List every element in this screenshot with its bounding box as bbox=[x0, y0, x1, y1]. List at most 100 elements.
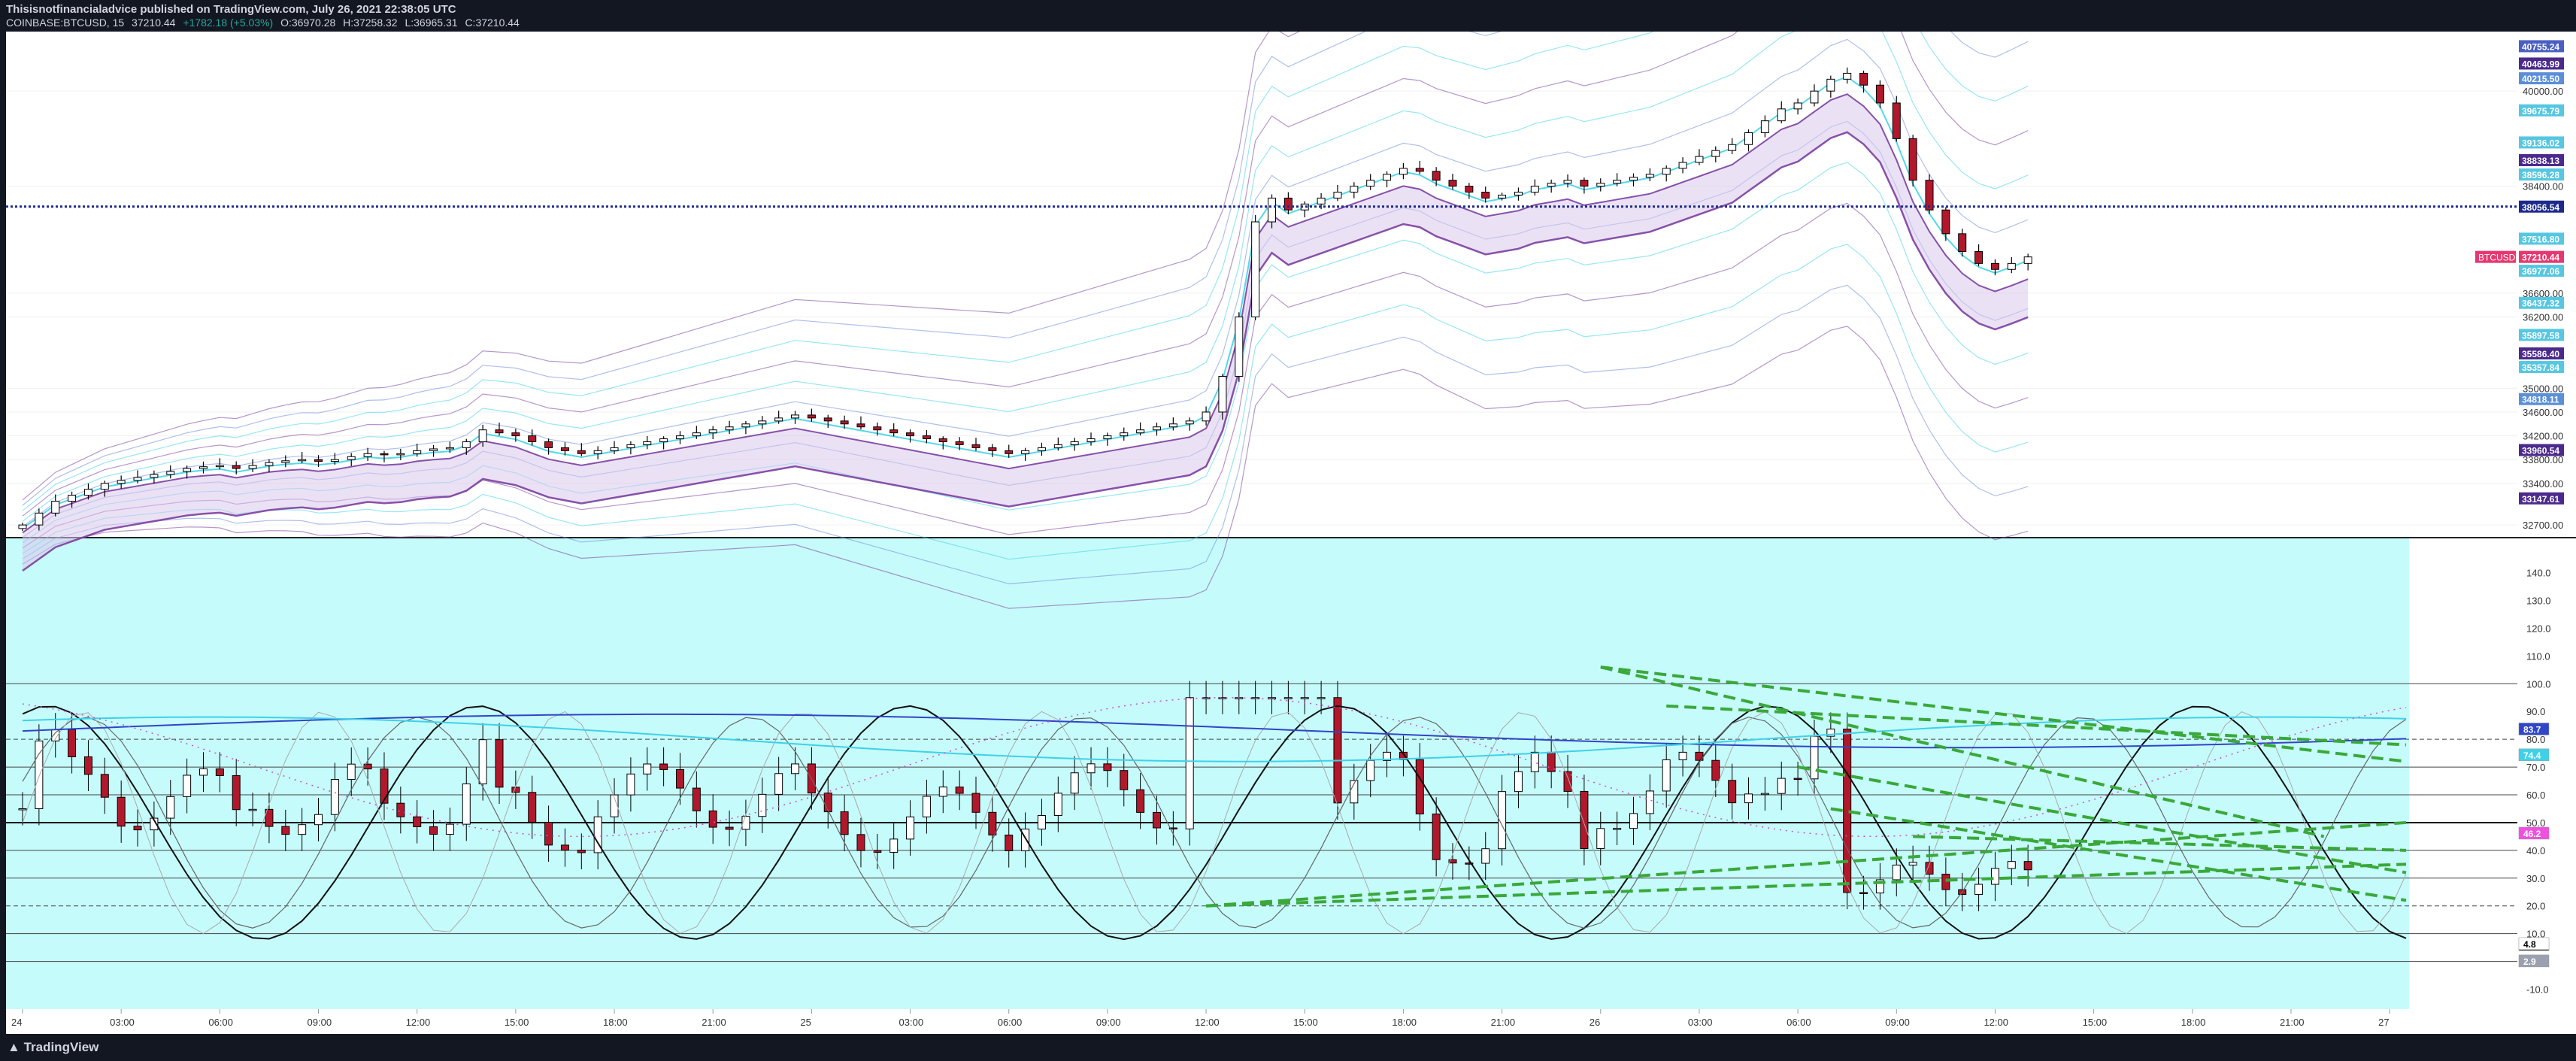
price-label-bg bbox=[2519, 492, 2564, 505]
price-candle bbox=[1235, 316, 1244, 377]
price-label: 35586.40 bbox=[2522, 349, 2559, 359]
time-axis-tick: 27 bbox=[2378, 1017, 2389, 1028]
price-candle bbox=[856, 423, 865, 428]
price-candle bbox=[1251, 221, 1260, 317]
price-candle bbox=[2023, 256, 2032, 264]
price-axis-tick: 36200.00 bbox=[2523, 311, 2563, 323]
price-candle bbox=[1760, 120, 1769, 133]
price-candle bbox=[1448, 180, 1457, 187]
osc-candle bbox=[610, 794, 619, 817]
price-candle bbox=[314, 459, 323, 462]
price-candle bbox=[889, 429, 899, 434]
osc-candle bbox=[298, 824, 307, 835]
osc-candle bbox=[495, 739, 504, 788]
osc-candle bbox=[1744, 793, 1753, 804]
osc-value-label: 4.8 bbox=[2523, 939, 2536, 950]
price-candle bbox=[1662, 168, 1671, 175]
osc-candle bbox=[68, 729, 77, 757]
price-candle bbox=[1711, 150, 1720, 157]
osc-candle bbox=[1070, 772, 1079, 794]
price-candle bbox=[1678, 162, 1687, 169]
price-label-bg bbox=[2519, 347, 2564, 359]
price-candle bbox=[298, 459, 307, 462]
price-candle bbox=[610, 447, 619, 451]
osc-candle bbox=[626, 773, 635, 796]
price-candle bbox=[659, 438, 668, 442]
price-label: 33960.54 bbox=[2522, 446, 2559, 456]
osc-candle bbox=[1613, 828, 1622, 830]
price-candle bbox=[1037, 447, 1046, 451]
osc-value-label: 2.9 bbox=[2523, 956, 2536, 967]
osc-fast-line bbox=[22, 711, 2407, 935]
price-candle bbox=[1136, 429, 1145, 434]
price-candle bbox=[708, 429, 717, 434]
osc-candle bbox=[1810, 735, 1819, 780]
osc-candle bbox=[1103, 763, 1112, 771]
price-candle bbox=[1086, 438, 1096, 442]
oscillator-axis-bg bbox=[2517, 538, 2576, 1034]
price-axis-tick: 40000.00 bbox=[2523, 86, 2563, 97]
price-candle bbox=[577, 450, 586, 454]
osc-candle bbox=[183, 775, 192, 797]
osc-candle bbox=[1481, 848, 1490, 864]
price-candle bbox=[873, 426, 882, 431]
price-candle bbox=[166, 471, 175, 475]
symbol-tag-bg bbox=[2475, 250, 2516, 263]
price-candle bbox=[1843, 72, 1852, 80]
time-axis-tick: 15:00 bbox=[1293, 1017, 1318, 1028]
osc-label-bg bbox=[2518, 748, 2550, 762]
band-line bbox=[22, 32, 2029, 517]
price-axis-tick: 34200.00 bbox=[2523, 431, 2563, 442]
price-candle bbox=[1317, 197, 1326, 205]
price-candle bbox=[1645, 174, 1654, 178]
osc-candle bbox=[544, 822, 553, 846]
price-candle bbox=[1481, 192, 1490, 199]
price-label-bg bbox=[2519, 296, 2564, 309]
price-axis-tick: 34600.00 bbox=[2523, 407, 2563, 418]
price-label: 39136.02 bbox=[2522, 138, 2559, 148]
osc-candle bbox=[1793, 778, 1802, 781]
osc-candle bbox=[1925, 862, 1934, 875]
osc-candle bbox=[971, 793, 980, 813]
osc-candle bbox=[791, 763, 800, 775]
price-candle bbox=[413, 450, 422, 454]
osc-candle bbox=[396, 802, 405, 817]
osc-candle bbox=[330, 779, 339, 815]
osc-candle bbox=[1399, 751, 1408, 760]
time-axis-tick: 09:00 bbox=[1096, 1017, 1121, 1028]
time-axis-tick: 25 bbox=[800, 1017, 811, 1028]
osc-candle bbox=[117, 796, 126, 827]
time-axis-tick: 15:00 bbox=[2083, 1017, 2108, 1028]
band-line bbox=[22, 32, 2029, 506]
price-label: 37210.44 bbox=[2522, 253, 2559, 263]
band-line bbox=[22, 284, 2029, 585]
price-candle bbox=[281, 460, 290, 463]
price-candle bbox=[18, 524, 27, 529]
price-candle bbox=[1974, 251, 1984, 264]
time-axis-tick: 09:00 bbox=[1885, 1017, 1910, 1028]
osc-candle bbox=[906, 816, 915, 840]
price-candle bbox=[593, 450, 602, 454]
osc-candle bbox=[248, 808, 257, 811]
price-candle bbox=[232, 465, 241, 469]
tradingview-logo[interactable]: ▲ TradingView bbox=[8, 1040, 98, 1055]
time-axis-tick: 18:00 bbox=[2181, 1017, 2206, 1028]
price-candle bbox=[1744, 132, 1753, 145]
price-candle bbox=[741, 423, 750, 428]
time-axis-tick: 26 bbox=[1590, 1017, 1600, 1028]
osc-candle bbox=[1826, 729, 1835, 737]
price-label-bg bbox=[2519, 40, 2564, 53]
osc-candle bbox=[133, 826, 142, 831]
osc-candle bbox=[873, 850, 882, 853]
chart-canvas[interactable]: 40000.00 38400.00 36600.00 36200.00 35000.00… bbox=[0, 32, 2576, 1034]
price-candle bbox=[560, 447, 569, 451]
osc-candle bbox=[100, 774, 109, 798]
time-axis-tick: 18:00 bbox=[1392, 1017, 1417, 1028]
time-axis-tick: 06:00 bbox=[998, 1017, 1023, 1028]
price-candle bbox=[955, 441, 964, 445]
time-axis-tick: 06:00 bbox=[208, 1017, 233, 1028]
oscillator-layer bbox=[6, 665, 2517, 962]
time-axis-tick: 03:00 bbox=[1688, 1017, 1713, 1028]
symbol-label[interactable]: COINBASE:BTCUSD, 15 bbox=[6, 17, 125, 29]
publisher-line: Thisisnotfinancialadvice published on Tr… bbox=[6, 3, 456, 16]
